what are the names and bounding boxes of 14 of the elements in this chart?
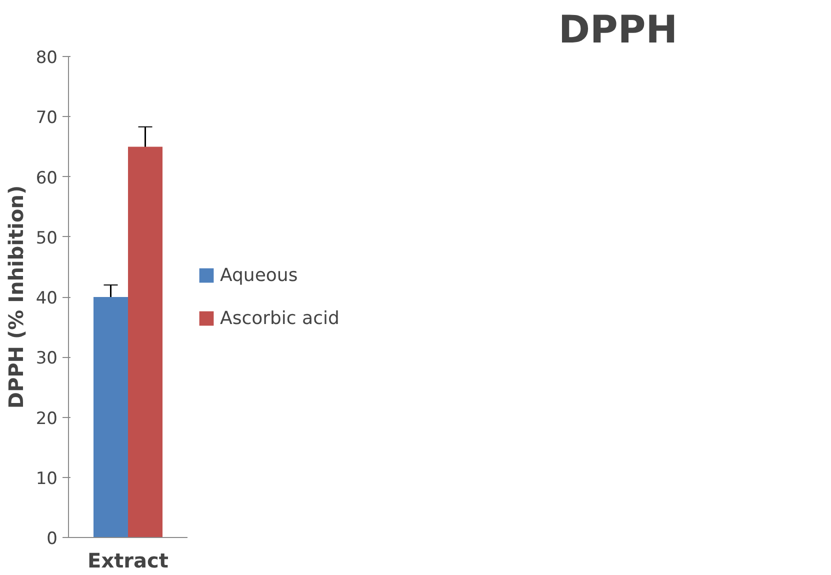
x-tick-label: Extract [88,548,169,572]
y-tick-label: 60 [36,168,58,188]
y-tick-label: 20 [36,408,58,429]
legend-label: Aqueous [220,264,298,286]
y-tick-label: 50 [36,228,58,248]
text: DPPH [558,8,678,52]
y-axis-title: DPPH (% Inhibition) [4,185,28,409]
y-tick-label: 30 [36,348,58,369]
y-tick-label: 40 [36,288,58,308]
legend-label: Ascorbic acid [220,308,340,328]
y-tick-label: 10 [36,468,58,489]
y-tick-label: 0 [46,529,58,549]
y-tick-label: 70 [36,108,58,128]
y-tick-label: 80 [36,48,58,68]
